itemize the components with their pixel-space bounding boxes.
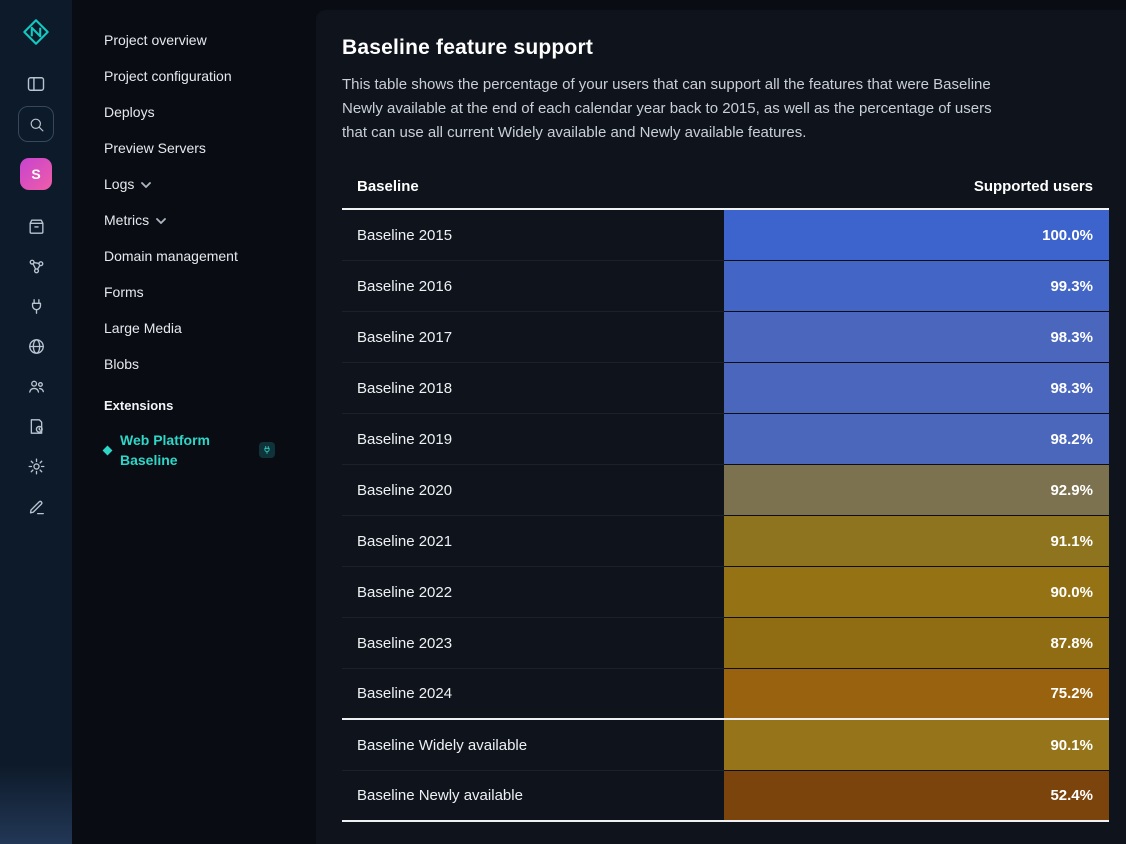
sidebar-item-domain-management[interactable]: Domain management — [104, 238, 316, 274]
support-value: 90.0% — [1050, 583, 1093, 601]
support-bar: 98.3% — [724, 312, 1109, 363]
sidebar-item-metrics[interactable]: Metrics — [104, 202, 316, 238]
support-bar: 91.1% — [724, 516, 1109, 567]
pen-icon[interactable] — [18, 488, 54, 524]
sidebar-item-forms[interactable]: Forms — [104, 274, 316, 310]
settings-icon[interactable] — [18, 448, 54, 484]
support-value: 99.3% — [1050, 277, 1093, 295]
baseline-label: Baseline 2024 — [342, 669, 724, 720]
package-icon[interactable] — [18, 208, 54, 244]
support-bar: 98.2% — [724, 414, 1109, 465]
support-bar: 75.2% — [724, 669, 1109, 720]
table-row: Baseline 2019 98.2% — [342, 414, 1109, 465]
sidebar-item-project-overview[interactable]: Project overview — [104, 22, 316, 58]
avatar[interactable]: S — [20, 158, 52, 190]
table-header: Baseline Supported users — [342, 172, 1109, 210]
sidebar: Project overview Project configuration D… — [72, 0, 316, 844]
sidebar-item-project-configuration[interactable]: Project configuration — [104, 58, 316, 94]
netlify-logo-icon[interactable] — [18, 14, 54, 50]
column-header-supported-users: Supported users — [973, 178, 1093, 195]
baseline-label: Baseline 2015 — [342, 210, 724, 261]
sidebar-item-web-platform-baseline[interactable]: Web Platform Baseline — [102, 430, 316, 470]
support-bar: 90.1% — [724, 720, 1109, 771]
sidebar-item-label: Large Media — [104, 320, 182, 336]
audit-log-icon[interactable] — [18, 408, 54, 444]
sidebar-item-label: Logs — [104, 176, 135, 192]
sidebar-item-label: Blobs — [104, 356, 140, 372]
support-value: 52.4% — [1050, 787, 1093, 804]
extension-plug-badge-icon — [259, 442, 275, 458]
page-title: Baseline feature support — [342, 36, 594, 59]
support-value: 87.8% — [1050, 634, 1093, 652]
table-row: Baseline 2020 92.9% — [342, 465, 1109, 516]
support-bar: 90.0% — [724, 567, 1109, 618]
table-row: Baseline 2016 99.3% — [342, 261, 1109, 312]
sidebar-item-label: Domain management — [104, 248, 238, 264]
baseline-label: Baseline 2023 — [342, 618, 724, 669]
table-row: Baseline 2023 87.8% — [342, 618, 1109, 669]
extensions-section-header: Extensions — [104, 398, 174, 413]
support-bar: 100.0% — [724, 210, 1109, 261]
baseline-label: Baseline 2018 — [342, 363, 724, 414]
chevron-down-icon — [141, 182, 152, 188]
table-row: Baseline 2018 98.3% — [342, 363, 1109, 414]
support-value: 98.3% — [1050, 328, 1093, 346]
table-row: Baseline Newly available 52.4% — [342, 771, 1109, 822]
sidebar-item-label: Project configuration — [104, 68, 232, 84]
table-row: Baseline Widely available 90.1% — [342, 720, 1109, 771]
page-description: This table shows the percentage of your … — [342, 76, 992, 141]
support-value: 75.2% — [1050, 685, 1093, 702]
baseline-label: Baseline 2019 — [342, 414, 724, 465]
sidebar-item-label: Project overview — [104, 32, 207, 48]
table-row: Baseline 2017 98.3% — [342, 312, 1109, 363]
table-row: Baseline 2024 75.2% — [342, 669, 1109, 720]
table-row: Baseline 2015 100.0% — [342, 210, 1109, 261]
baseline-label: Baseline 2017 — [342, 312, 724, 363]
chevron-down-icon — [156, 218, 167, 224]
sidebar-item-preview-servers[interactable]: Preview Servers — [104, 130, 316, 166]
baseline-label: Baseline 2020 — [342, 465, 724, 516]
sidebar-item-label: Deploys — [104, 104, 155, 120]
support-value: 98.3% — [1050, 379, 1093, 397]
table-row: Baseline 2021 91.1% — [342, 516, 1109, 567]
sidebar-item-label: Forms — [104, 284, 144, 300]
baseline-label: Baseline 2022 — [342, 567, 724, 618]
integrations-icon[interactable] — [18, 248, 54, 284]
baseline-label: Baseline Widely available — [342, 720, 724, 771]
plug-icon[interactable] — [18, 288, 54, 324]
main-panel: Baseline feature support This table show… — [316, 10, 1126, 844]
sidebar-item-logs[interactable]: Logs — [104, 166, 316, 202]
baseline-label: Baseline 2021 — [342, 516, 724, 567]
table-row: Baseline 2022 90.0% — [342, 567, 1109, 618]
column-header-baseline: Baseline — [357, 178, 419, 195]
globe-icon[interactable] — [18, 328, 54, 364]
sidebar-item-deploys[interactable]: Deploys — [104, 94, 316, 130]
team-icon[interactable] — [18, 368, 54, 404]
baseline-label: Baseline 2016 — [342, 261, 724, 312]
extension-name-label: Web Platform Baseline — [120, 432, 210, 468]
support-value: 90.1% — [1050, 736, 1093, 754]
support-value: 100.0% — [1042, 226, 1093, 244]
support-bar: 87.8% — [724, 618, 1109, 669]
support-value: 92.9% — [1050, 481, 1093, 499]
support-bar: 92.9% — [724, 465, 1109, 516]
baseline-support-table: Baseline Supported users Baseline 2015 1… — [342, 172, 1109, 822]
support-bar: 98.3% — [724, 363, 1109, 414]
sidebar-item-label: Metrics — [104, 212, 150, 228]
sidebar-item-large-media[interactable]: Large Media — [104, 310, 316, 346]
support-bar: 99.3% — [724, 261, 1109, 312]
support-value: 91.1% — [1050, 532, 1093, 550]
sidebar-toggle-icon[interactable] — [18, 66, 54, 102]
sidebar-item-label: Preview Servers — [104, 140, 206, 156]
diamond-bullet-icon — [102, 445, 113, 455]
support-bar: 52.4% — [724, 771, 1109, 822]
icon-rail: S — [0, 0, 72, 844]
sidebar-item-blobs[interactable]: Blobs — [104, 346, 316, 382]
search-icon[interactable] — [18, 106, 54, 142]
baseline-label: Baseline Newly available — [342, 771, 724, 822]
support-value: 98.2% — [1050, 430, 1093, 448]
